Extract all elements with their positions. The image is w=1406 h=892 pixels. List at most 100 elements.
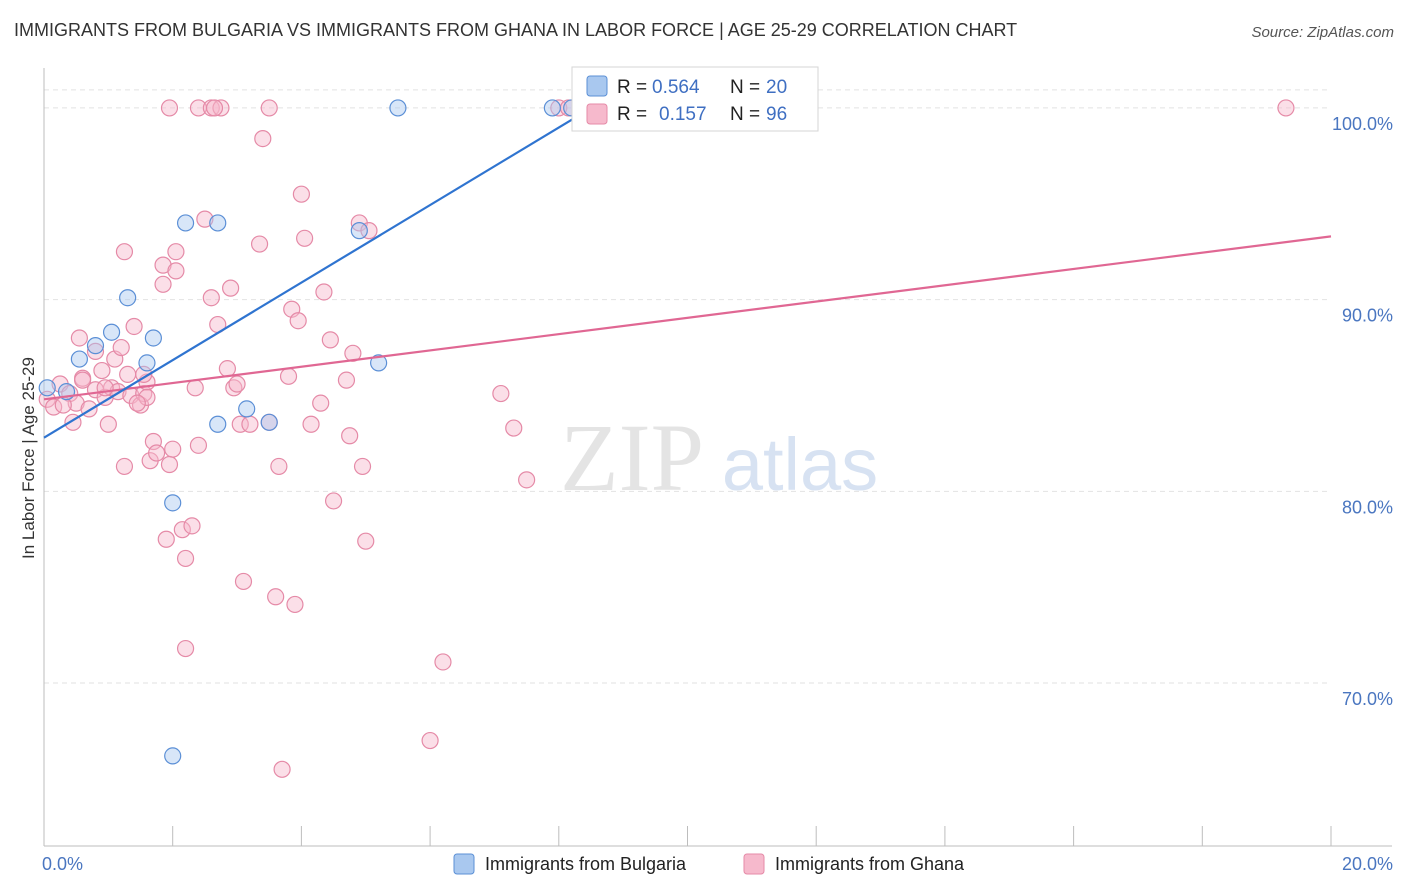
ghana-point	[518, 471, 536, 489]
legend-swatch-ghana	[743, 853, 765, 875]
ghana-point	[160, 99, 179, 117]
ghana-point	[286, 595, 304, 614]
ghana-point	[421, 731, 439, 750]
stats-n-bulgaria: 20	[766, 77, 787, 98]
ghana-trend-line	[43, 235, 1332, 401]
source-label: Source: ZipAtlas.com	[1251, 24, 1394, 41]
ghana-point	[176, 639, 195, 658]
tick-labels: 100.0% 90.0% 80.0% 70.0% 0.0% 20.0%	[42, 114, 1393, 874]
bulgaria-point	[138, 354, 156, 372]
ghana-point	[167, 262, 185, 280]
ghana-point	[183, 517, 201, 535]
bulgaria-point	[209, 415, 227, 433]
ghana-point	[273, 760, 291, 778]
ghana-point	[312, 394, 330, 412]
bulgaria-point	[238, 400, 256, 418]
watermark: ZIP atlas	[560, 404, 878, 511]
ghana-point	[360, 222, 378, 240]
y-tick-label: 90.0%	[1342, 306, 1393, 326]
ghana-point	[212, 99, 230, 117]
ghana-point	[321, 331, 339, 349]
ghana-point	[218, 360, 236, 378]
stats-n-label-ghana: N =	[730, 104, 760, 125]
ghana-point	[1277, 99, 1295, 117]
ghana-point	[337, 371, 356, 389]
ghana-point	[173, 521, 191, 539]
ghana-point	[270, 457, 288, 476]
bulgaria-point	[164, 747, 182, 765]
ghana-point	[128, 394, 146, 412]
ghana-point	[112, 338, 130, 357]
bulgaria-point	[144, 329, 162, 347]
stats-swatch-bulgaria	[586, 75, 608, 97]
watermark-zip: ZIP	[560, 404, 704, 511]
ghana-point	[222, 279, 240, 297]
ghana-point	[202, 289, 220, 307]
ghana-point	[353, 457, 372, 476]
ghana-point	[492, 384, 510, 403]
ghana-point	[254, 130, 272, 148]
stats-r-bulgaria: 0.564	[652, 77, 700, 98]
ghana-point	[86, 342, 105, 360]
ghana-point	[119, 365, 137, 383]
bulgaria-point	[119, 289, 137, 307]
ghana-point	[138, 388, 156, 407]
stats-n-label-bulgaria: N =	[730, 77, 760, 98]
trend-lines	[43, 87, 1332, 439]
ghana-point	[115, 243, 134, 261]
bulgaria-point	[260, 413, 278, 431]
ghana-point	[505, 419, 523, 437]
stats-n-ghana: 96	[766, 104, 787, 125]
ghana-point	[267, 588, 285, 606]
y-tick-label: 80.0%	[1342, 497, 1393, 517]
ghana-point	[205, 99, 224, 117]
x-tick-label: 20.0%	[1342, 854, 1393, 874]
ghana-point	[324, 492, 343, 510]
stats-swatch-ghana	[586, 103, 608, 125]
chart-title: IMMIGRANTS FROM BULGARIA VS IMMIGRANTS F…	[14, 20, 1018, 40]
bulgaria-point	[38, 379, 56, 397]
bulgaria-point	[350, 222, 368, 240]
y-tick-label: 70.0%	[1342, 689, 1393, 709]
stats-r-label-ghana: R =	[617, 104, 647, 125]
bulgaria-point	[176, 214, 195, 232]
bulgaria-point	[543, 99, 561, 117]
ghana-point	[302, 415, 320, 433]
ghana-point	[296, 229, 314, 247]
bulgaria-point	[102, 323, 121, 341]
ghana-point	[341, 427, 359, 445]
ghana-point	[315, 283, 333, 301]
ghana-point	[357, 532, 375, 550]
ghana-point	[115, 457, 134, 476]
bulgaria-point	[70, 350, 88, 368]
ghana-point	[196, 210, 214, 228]
ghana-point	[292, 185, 310, 203]
ghana-point	[93, 361, 111, 380]
series-legend: Immigrants from Bulgaria Immigrants from…	[453, 853, 965, 875]
y-axis-label: In Labor Force | Age 25-29	[19, 357, 38, 559]
ghana-point	[160, 455, 179, 474]
ghana-point	[157, 530, 175, 548]
bulgaria-point	[86, 337, 105, 355]
legend-label-bulgaria: Immigrants from Bulgaria	[485, 854, 687, 874]
ghana-point	[434, 653, 452, 671]
ghana-point	[234, 572, 253, 591]
legend-swatch-bulgaria	[453, 853, 475, 875]
axes	[43, 68, 1392, 847]
ghana-point	[176, 549, 195, 568]
bulgaria-point	[389, 99, 407, 117]
ghana-point	[189, 436, 208, 454]
watermark-atlas: atlas	[722, 423, 878, 506]
ghana-point	[125, 317, 143, 336]
ghana-point	[167, 243, 185, 261]
ghana-point	[550, 99, 568, 117]
stats-r-label-bulgaria: R =	[617, 77, 647, 98]
ghana-point	[279, 367, 298, 385]
stats-legend: R = 0.564 N = 20 R = 0.157 N = 96	[571, 66, 819, 132]
bulgaria-point	[164, 494, 182, 512]
bulgaria-point	[209, 214, 227, 232]
ghana-point	[186, 379, 204, 397]
ghana-point	[228, 375, 246, 393]
ghana-point	[164, 440, 182, 458]
